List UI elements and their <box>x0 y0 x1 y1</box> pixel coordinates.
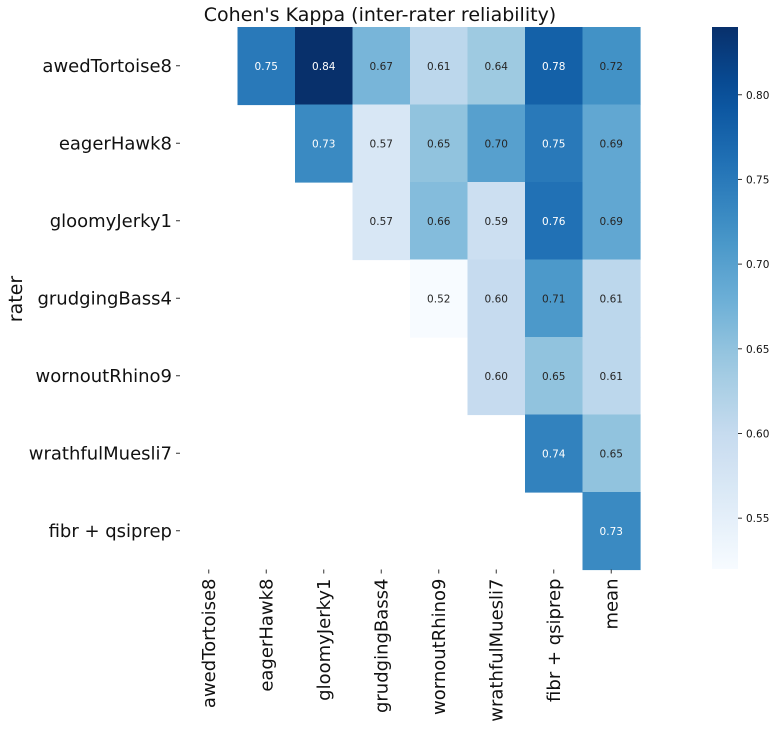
heatmap-cell <box>467 337 526 416</box>
cell-value-label: 0.73 <box>600 526 623 538</box>
heatmap-cell <box>525 259 584 338</box>
row-labels: awedTortoise8 eagerHawk8 gloomyJerky1 grudg… <box>29 56 180 542</box>
row-tick-label: gloomyJerky1 <box>50 211 172 232</box>
heatmap-cell <box>525 414 584 493</box>
heatmap-cell <box>582 337 641 416</box>
colorbar-tick-label: 0.80 <box>746 90 769 102</box>
cell-value-label: 0.57 <box>370 138 393 150</box>
heatmap-cells: 0.75 0.84 0.67 0.61 0.64 0.78 0.72 0.73 0.57 0.65… <box>237 27 641 571</box>
cell-value-label: 0.72 <box>600 61 623 73</box>
cell-value-label: 0.84 <box>312 61 336 73</box>
cell-value-label: 0.76 <box>542 216 566 228</box>
colorbar-tick-label: 0.65 <box>746 344 769 356</box>
colorbar-tick-label: 0.70 <box>746 259 769 271</box>
colorbar-tick-label: 0.55 <box>746 513 769 525</box>
heatmap-cell <box>582 182 641 261</box>
row-tick-label: wornoutRhino9 <box>36 366 173 387</box>
heatmap-cell <box>582 492 641 571</box>
cell-value-label: 0.59 <box>485 216 508 228</box>
column-tick-label: eagerHawk8 <box>256 579 277 692</box>
column-labels: awedTortoise8 eagerHawk8 gloomyJerky1 grudg… <box>199 569 622 722</box>
cell-value-label: 0.61 <box>600 371 623 383</box>
colorbar-tick-label: 0.75 <box>746 174 769 186</box>
cell-value-label: 0.67 <box>370 61 393 73</box>
row-tick-label: eagerHawk8 <box>59 133 172 154</box>
cell-value-label: 0.57 <box>370 216 393 228</box>
cell-value-label: 0.65 <box>600 448 623 460</box>
y-axis-label: rater <box>5 276 27 323</box>
column-tick-label: wrathfulMuesli7 <box>486 579 507 722</box>
heatmap-cell <box>467 259 526 338</box>
heatmap-cell <box>410 104 469 183</box>
heatmap-cell <box>525 27 584 106</box>
cell-value-label: 0.60 <box>485 371 508 383</box>
cell-value-label: 0.75 <box>542 138 565 150</box>
cell-value-label: 0.73 <box>312 138 335 150</box>
column-tick-label: gloomyJerky1 <box>314 579 335 701</box>
row-tick-label: grudgingBass4 <box>37 288 172 309</box>
heatmap-cell <box>295 104 354 183</box>
chart-title: Cohen's Kappa (inter-rater reliability) <box>204 4 556 26</box>
column-tick-label: wornoutRhino9 <box>429 579 450 716</box>
heatmap-cell <box>352 182 411 261</box>
cell-value-label: 0.60 <box>485 293 508 305</box>
colorbar-gradient <box>712 27 738 569</box>
heatmap-cell <box>467 104 526 183</box>
cell-value-label: 0.71 <box>542 293 565 305</box>
heatmap-cell <box>582 104 641 183</box>
colorbar-tick-label: 0.60 <box>746 429 769 441</box>
heatmap-cell <box>467 27 526 106</box>
heatmap-cell <box>410 259 469 338</box>
column-tick-label: grudgingBass4 <box>371 579 392 714</box>
cell-value-label: 0.65 <box>427 138 450 150</box>
heatmap-cell <box>467 182 526 261</box>
cell-value-label: 0.75 <box>255 61 278 73</box>
heatmap-cell <box>237 27 296 106</box>
heatmap-cell <box>582 259 641 338</box>
cell-value-label: 0.66 <box>427 216 451 228</box>
heatmap-cell <box>410 27 469 106</box>
cell-value-label: 0.65 <box>542 371 565 383</box>
cell-value-label: 0.52 <box>427 293 450 305</box>
column-tick-label: mean <box>601 579 622 630</box>
row-tick-label: awedTortoise8 <box>42 56 172 77</box>
cell-value-label: 0.69 <box>600 216 623 228</box>
heatmap-cell <box>295 27 354 106</box>
cell-value-label: 0.61 <box>427 61 450 73</box>
heatmap-cell <box>525 182 584 261</box>
heatmap-cell <box>582 27 641 106</box>
cell-value-label: 0.69 <box>600 138 623 150</box>
cell-value-label: 0.74 <box>542 448 566 460</box>
row-tick-label: fibr + qsiprep <box>49 521 172 542</box>
cell-value-label: 0.61 <box>600 293 623 305</box>
cell-value-label: 0.64 <box>485 61 509 73</box>
heatmap-cell <box>410 182 469 261</box>
heatmap-cell <box>352 104 411 183</box>
colorbar: 0.55 0.60 0.65 0.70 0.75 0.80 <box>712 27 769 569</box>
cell-value-label: 0.70 <box>485 138 508 150</box>
row-tick-label: wrathfulMuesli7 <box>29 443 172 464</box>
cell-value-label: 0.78 <box>542 61 565 73</box>
column-tick-label: awedTortoise8 <box>199 579 220 709</box>
heatmap-cell <box>525 337 584 416</box>
heatmap-cell <box>525 104 584 183</box>
heatmap-cell <box>352 27 411 106</box>
column-tick-label: fibr + qsiprep <box>544 579 565 702</box>
heatmap-cell <box>582 414 641 493</box>
